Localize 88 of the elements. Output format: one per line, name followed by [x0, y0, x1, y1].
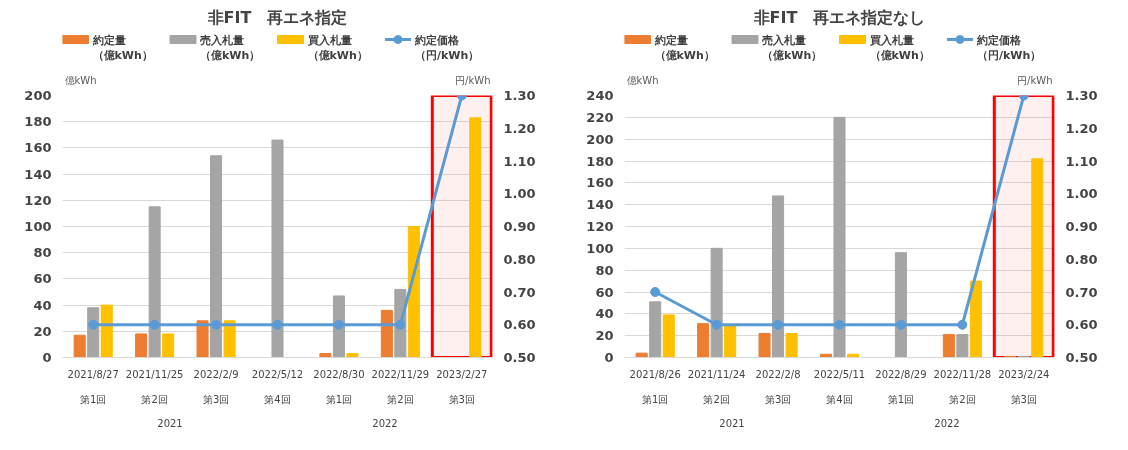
x-tick-label: 2022/11/29 [371, 368, 430, 380]
legend-label: 買入札量（億kWh） [868, 33, 930, 63]
y2-tick-label: 0.80 [1065, 251, 1098, 267]
text: 第2回 [949, 393, 976, 405]
chart-title: 非FIT 再エネ指定 [206, 7, 348, 27]
x-tick-label: 2022/8/29 [875, 368, 927, 380]
y-tick-label: 60 [33, 271, 52, 287]
y2-tick-label: 1.30 [1065, 88, 1098, 103]
y2-tick-label: 1.00 [503, 186, 536, 202]
x-tick-label: 2021/11/24 [687, 368, 746, 380]
y-tick-label: 80 [33, 245, 52, 261]
y-tick-label: 0 [604, 350, 614, 365]
y2-tick-label: 0.90 [1065, 219, 1098, 234]
y2-tick-label: 1.00 [1065, 186, 1098, 202]
y-tick-label: 180 [586, 153, 614, 169]
text: 2022 [934, 417, 960, 429]
legend-label: 売入札量（億kWh） [762, 33, 823, 63]
y-tick-label: 60 [595, 284, 614, 300]
y-tick-label: 160 [586, 175, 614, 191]
text: 第4回 [826, 393, 853, 405]
y-tick-label: 40 [595, 306, 614, 322]
text: 第3回 [764, 393, 792, 405]
legend-label: 買入札量（億kWh） [306, 33, 368, 63]
y-tick-label: 100 [586, 240, 614, 256]
y2-tick-label: 0.60 [503, 317, 536, 333]
y-tick-label: 120 [586, 219, 614, 234]
text: 第3回 [202, 393, 230, 405]
y-tick-label: 20 [33, 323, 52, 339]
legend-label: 約定価格（円/kWh） [976, 33, 1042, 63]
y-tick-label: 160 [24, 140, 52, 156]
y-tick-label: 100 [24, 219, 52, 234]
text: 第1回 [642, 393, 669, 405]
y-axis-title: 億kWh [64, 75, 97, 86]
text: 2022 [372, 417, 398, 429]
x-tick-label: 2022/2/8 [755, 368, 801, 380]
text: 2021 [719, 417, 745, 429]
x-tick-label: 2021/8/26 [629, 368, 681, 380]
y2-tick-label: 0.70 [503, 284, 536, 300]
y-tick-label: 240 [586, 88, 614, 103]
y-tick-label: 0 [42, 350, 52, 365]
y2-tick-label: 0.90 [503, 219, 536, 234]
y2-tick-label: 1.30 [503, 88, 536, 103]
x-tick-label: 2023/2/27 [436, 368, 488, 380]
y-tick-label: 200 [24, 88, 52, 103]
x-tick-label: 2022/2/9 [193, 368, 239, 380]
text: 第4回 [264, 393, 291, 405]
y2-tick-label: 0.80 [503, 251, 536, 267]
y-axis-title: 億kWh [626, 75, 659, 86]
text: 第3回 [448, 393, 475, 405]
text: 2021 [157, 417, 183, 429]
text: 第2回 [703, 393, 730, 405]
text: 第2回 [387, 393, 414, 405]
y2-tick-label: 1.20 [1065, 120, 1098, 136]
x-tick-label: 2022/11/28 [933, 368, 992, 380]
y-tick-label: 40 [33, 297, 52, 313]
x-tick-label: 2023/2/24 [998, 368, 1050, 380]
text: 第2回 [141, 393, 168, 405]
legend-label: 約定価格（円/kWh） [414, 33, 480, 63]
y2-axis-title: 円/kWh [1017, 75, 1053, 86]
chart-title: 非FIT 再エネ指定なし [752, 7, 926, 27]
x-tick-label: 2022/5/12 [251, 368, 304, 380]
x-tick-label: 2022/5/11 [813, 368, 866, 380]
y-tick-label: 180 [24, 114, 52, 130]
y2-tick-label: 0.60 [1065, 317, 1098, 333]
y2-tick-label: 1.10 [503, 153, 536, 169]
legend-label: 売入札量（億kWh） [200, 33, 261, 63]
legend-label: 約定量（億kWh） [653, 33, 715, 63]
y2-tick-label: 1.10 [1065, 153, 1098, 169]
y-tick-label: 120 [24, 192, 52, 208]
text: 第1回 [325, 393, 353, 405]
text: 第1回 [887, 393, 915, 405]
y-tick-label: 140 [24, 166, 52, 182]
legend-label: 約定量（億kWh） [91, 33, 153, 63]
y2-tick-label: 0.70 [1065, 284, 1098, 300]
y2-tick-label: 0.50 [1065, 350, 1098, 365]
x-tick-label: 2021/11/25 [125, 368, 184, 380]
y-tick-label: 220 [586, 109, 614, 125]
y2-tick-label: 0.50 [503, 350, 536, 365]
y2-tick-label: 1.20 [503, 120, 536, 136]
text: 第3回 [1010, 393, 1037, 405]
x-tick-label: 2022/8/30 [313, 368, 365, 380]
y2-axis-title: 円/kWh [455, 75, 491, 86]
y-tick-label: 140 [586, 197, 614, 213]
y-tick-label: 80 [595, 262, 614, 278]
x-tick-label: 2021/8/27 [67, 368, 119, 380]
y-tick-label: 200 [586, 131, 614, 147]
text: 第1回 [80, 393, 107, 405]
y-tick-label: 20 [595, 328, 614, 344]
